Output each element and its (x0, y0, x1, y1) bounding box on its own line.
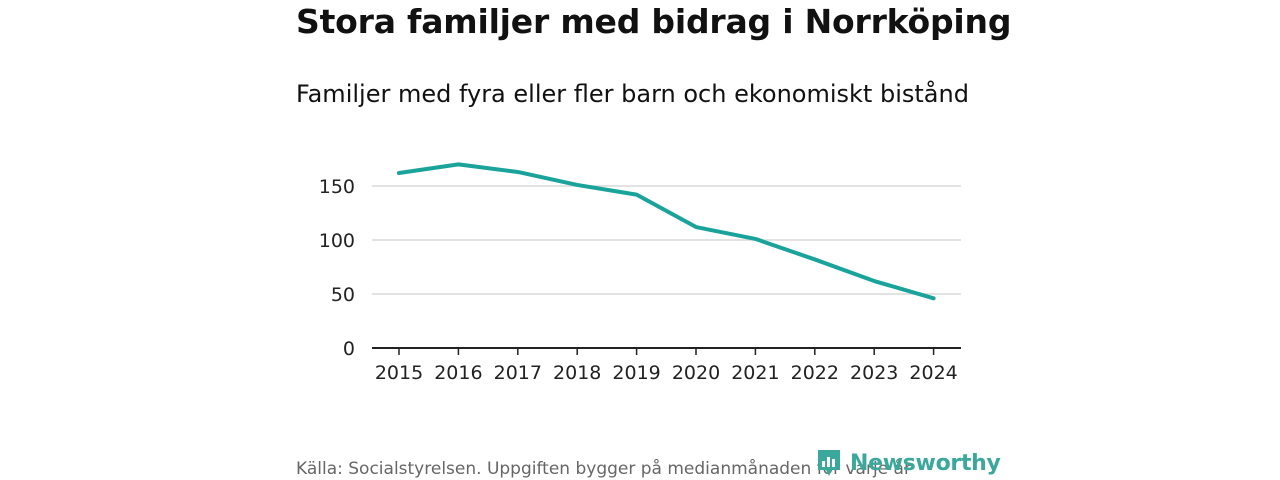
y-axis-ticks: 0 50 100 150 (319, 176, 355, 360)
x-tick-label: 2021 (731, 362, 779, 384)
x-tick-label: 2016 (434, 362, 482, 384)
data-point (932, 296, 936, 300)
source-note: Källa: Socialstyrelsen. Uppgiften bygger… (296, 459, 911, 479)
chart-title: Stora familjer med bidrag i Norrköping (296, 2, 1012, 41)
data-point (694, 225, 698, 229)
chart-subtitle: Familjer med fyra eller fler barn och ek… (296, 80, 969, 108)
x-tick-label: 2024 (909, 362, 957, 384)
y-tick-label: 150 (319, 176, 355, 198)
data-point (635, 193, 639, 197)
data-point (456, 162, 460, 166)
y-tick-label: 0 (343, 338, 355, 360)
x-tick-label: 2019 (612, 362, 660, 384)
data-point (813, 257, 817, 261)
x-tick-label: 2015 (375, 362, 423, 384)
data-point (397, 171, 401, 175)
newsworthy-logo-icon (818, 450, 840, 476)
data-point (516, 170, 520, 174)
x-axis-ticks: 2015 2016 2017 2018 2019 2020 2021 2022 2023 2024 (375, 348, 958, 384)
y-tick-label: 100 (319, 230, 355, 252)
series-line (397, 162, 936, 301)
series-layer (397, 162, 936, 301)
brand-name: Newsworthy (850, 450, 1001, 476)
x-tick-label: 2017 (494, 362, 542, 384)
x-tick-label: 2022 (791, 362, 839, 384)
brand-logo: Newsworthy (816, 446, 1001, 480)
x-tick-label: 2020 (672, 362, 720, 384)
gridlines (372, 185, 961, 295)
x-tick-label: 2018 (553, 362, 601, 384)
x-tick-label: 2023 (850, 362, 898, 384)
data-point (575, 183, 579, 187)
data-point (753, 237, 757, 241)
data-point (872, 279, 876, 283)
y-tick-label: 50 (331, 284, 355, 306)
